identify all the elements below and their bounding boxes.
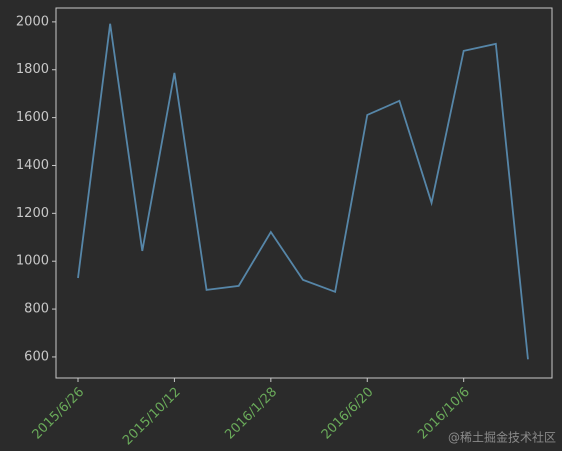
y-tick-label: 1400 — [16, 158, 49, 173]
y-tick-label: 800 — [24, 302, 49, 317]
y-tick-label: 1800 — [16, 62, 49, 77]
y-tick-label: 1200 — [16, 206, 49, 221]
y-tick-label: 2000 — [16, 14, 49, 29]
y-tick-label: 1000 — [16, 254, 49, 269]
line — [77, 23, 529, 360]
plot-frame — [55, 7, 553, 379]
y-tick-label: 600 — [24, 349, 49, 364]
watermark: @稀土掘金技术社区 — [448, 430, 556, 445]
y-tick-label: 1600 — [16, 110, 49, 125]
